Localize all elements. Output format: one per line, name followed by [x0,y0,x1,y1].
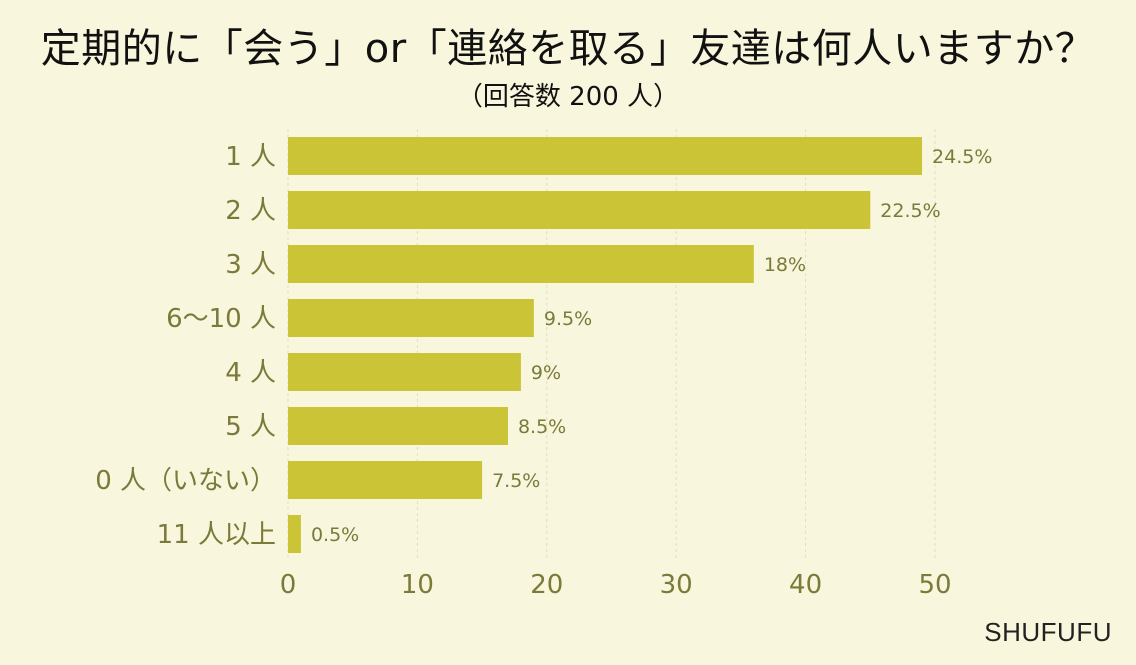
category-label: 1 人 [225,142,276,172]
data-label: 24.5% [932,146,992,168]
x-tick-label: 20 [530,570,563,600]
category-label: 0 人（いない） [95,466,276,496]
bar [288,299,534,337]
data-label: 0.5% [311,524,359,546]
bar [288,515,301,553]
category-label: 11 人以上 [157,520,276,550]
x-axis-ticks: 0 10 20 30 40 50 [280,570,952,600]
data-label: 22.5% [880,200,940,222]
x-tick-label: 0 [280,570,297,600]
data-label: 7.5% [492,470,540,492]
data-label: 18% [764,254,806,276]
x-tick-label: 40 [789,570,822,600]
data-labels: 24.5% 22.5% 18% 9.5% 9% 8.5% 7.5% 0.5% [311,146,992,546]
bar [288,461,483,499]
category-label: 5 人 [225,412,276,442]
bar [288,353,521,391]
bar [288,245,754,283]
chart-title: 定期的に「会う」or「連絡を取る」友達は何人いますか？ [40,26,1096,72]
bar [288,191,871,229]
brand-logo: SHUFUFU [984,617,1112,647]
x-tick-label: 10 [401,570,434,600]
data-label: 9% [531,362,561,384]
x-tick-label: 50 [918,570,951,600]
bar [288,137,923,175]
category-label: 3 人 [225,250,276,280]
bar [288,407,508,445]
category-labels: 1 人 2 人 3 人 6～10 人 4 人 5 人 0 人（いない） 11 人以上 [95,142,276,550]
category-label: 2 人 [225,196,276,226]
x-tick-label: 30 [660,570,693,600]
category-label: 6～10 人 [166,304,276,334]
data-label: 8.5% [518,416,566,438]
chart-subtitle: （回答数 200 人） [456,82,680,112]
data-label: 9.5% [544,308,592,330]
bars [288,137,923,553]
category-label: 4 人 [225,358,276,388]
